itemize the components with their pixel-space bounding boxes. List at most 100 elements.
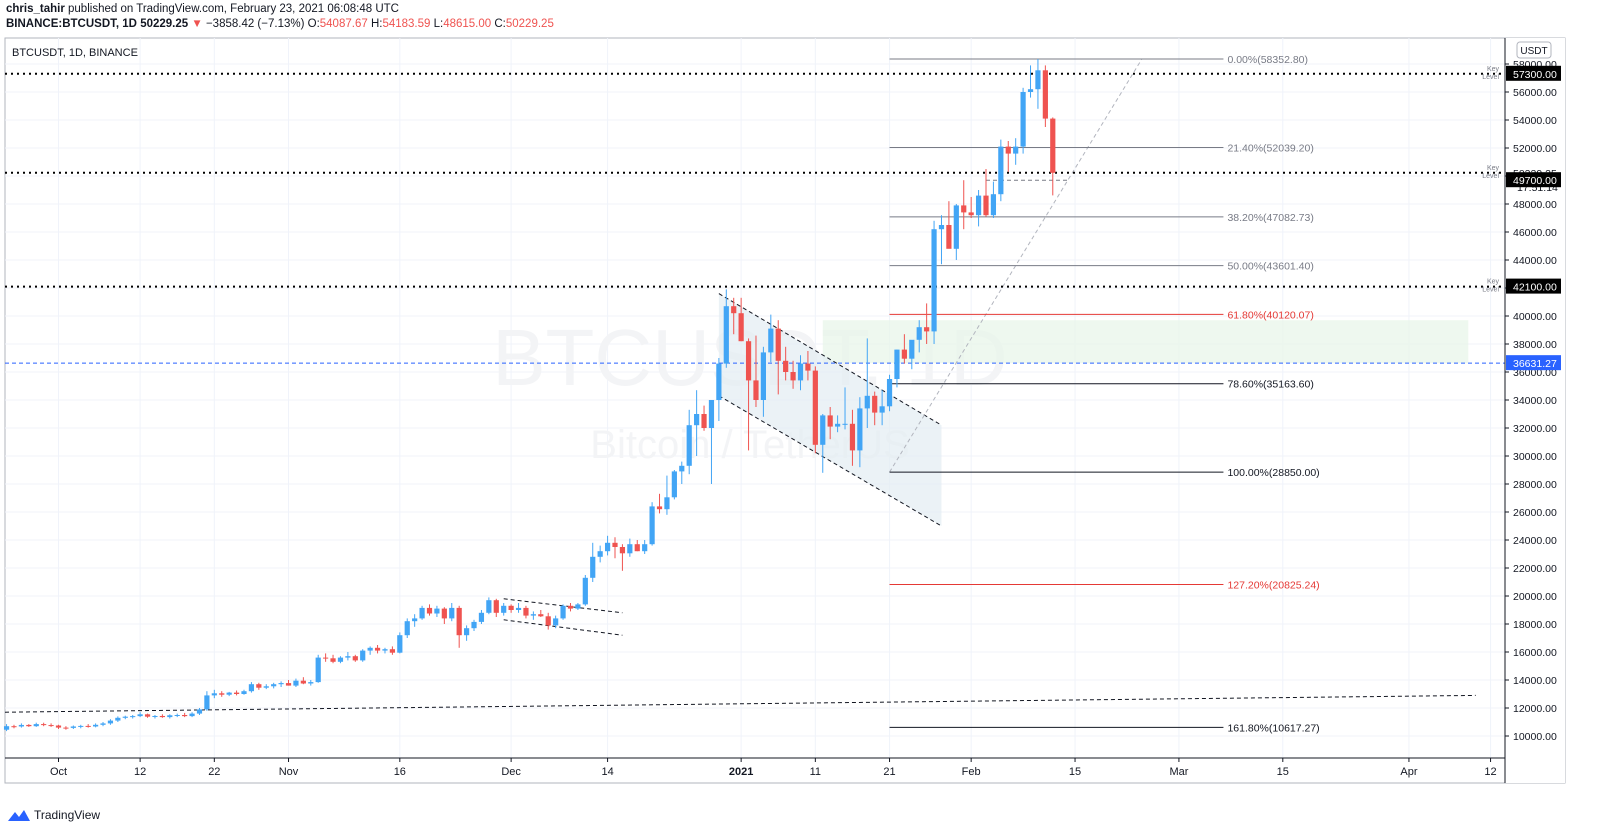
candle-up[interactable] [1013,146,1019,154]
candle-up[interactable] [471,621,477,629]
candle-down[interactable] [1042,70,1048,119]
candle-up[interactable] [553,618,559,626]
candle-up[interactable] [315,657,321,683]
candle-down[interactable] [1005,146,1011,154]
candle-up[interactable] [360,650,366,661]
candle-up[interactable] [486,600,492,613]
candle-up[interactable] [760,352,766,400]
candle-up[interactable] [515,607,522,610]
candle-down[interactable] [159,715,165,718]
candle-down[interactable] [441,608,447,619]
candle-down[interactable] [634,544,640,552]
candle-down[interactable] [790,372,796,381]
candle-down[interactable] [323,657,329,659]
candle-up[interactable] [679,465,685,472]
candle-down[interactable] [783,360,789,372]
candle-up[interactable] [649,506,655,545]
candle-down[interactable] [233,692,240,694]
candle-down[interactable] [805,363,811,371]
candle-up[interactable] [419,607,425,619]
candle-up[interactable] [998,146,1004,195]
candle-up[interactable] [18,724,24,727]
candle-down[interactable] [182,715,188,717]
candle-up[interactable] [590,556,596,578]
candle-up[interactable] [723,306,729,364]
candle-down[interactable] [456,607,462,636]
candle-down[interactable] [538,614,544,617]
candle-up[interactable] [708,400,715,428]
candle-up[interactable] [122,716,128,718]
candle-up[interactable] [857,408,863,451]
candle-up[interactable] [404,621,410,636]
candle-down[interactable] [389,649,395,653]
candle-up[interactable] [271,684,277,687]
candle-up[interactable] [167,715,173,718]
candle-down[interactable] [330,658,336,662]
candle-up[interactable] [909,339,915,359]
candle-down[interactable] [745,341,752,381]
candle-up[interactable] [975,195,982,216]
candle-down[interactable] [812,370,818,445]
candle-up[interactable] [241,691,247,694]
candle-up[interactable] [604,542,611,552]
candle-down[interactable] [731,306,737,314]
candle-down[interactable] [48,725,54,727]
candle-up[interactable] [152,715,158,717]
candle-down[interactable] [567,605,574,609]
candle-down[interactable] [946,225,952,249]
candle-up[interactable] [575,604,581,609]
candle-down[interactable] [352,656,358,661]
candle-down[interactable] [619,547,626,554]
candle-up[interactable] [664,497,670,510]
candle-up[interactable] [686,425,692,466]
candle-down[interactable] [11,726,17,728]
candle-down[interactable] [968,212,974,216]
candle-up[interactable] [1027,89,1034,92]
candle-down[interactable] [827,415,833,427]
candle-down[interactable] [849,423,856,451]
candle-down[interactable] [285,683,292,686]
candle-down[interactable] [374,647,381,651]
candle-down[interactable] [656,506,663,510]
candle-up[interactable] [1035,70,1041,90]
candle-up[interactable] [582,577,588,605]
candle-up[interactable] [501,605,507,613]
candle-down[interactable] [872,395,878,413]
price-axis[interactable] [1505,38,1565,783]
candle-up[interactable] [308,682,314,684]
candle-up[interactable] [174,715,180,716]
candle-down[interactable] [983,195,989,216]
candle-down[interactable] [738,313,744,342]
candle-down[interactable] [1050,118,1056,173]
candle-down[interactable] [300,680,306,684]
candle-up[interactable] [70,726,76,728]
candle-down[interactable] [961,205,967,213]
candle-up[interactable] [1020,92,1026,147]
candle-down[interactable] [924,327,930,332]
candle-up[interactable] [412,618,418,622]
candle-up[interactable] [204,695,210,710]
candle-up[interactable] [835,423,841,427]
candle-up[interactable] [842,423,848,425]
candle-up[interactable] [137,714,143,717]
candle-up[interactable] [33,724,39,727]
candle-down[interactable] [256,684,262,688]
candle-down[interactable] [41,724,47,726]
candle-down[interactable] [523,607,529,616]
candle-up[interactable] [78,725,84,727]
candle-up[interactable] [916,327,922,340]
candle-up[interactable] [990,194,997,216]
candle-up[interactable] [931,229,937,332]
candle-down[interactable] [144,714,151,717]
candle-down[interactable] [85,725,91,727]
candle-up[interactable] [768,328,774,353]
candle-down[interactable] [493,600,499,613]
candle-down[interactable] [508,605,514,610]
candle-up[interactable] [797,363,804,381]
currency-box[interactable] [1516,41,1552,59]
candle-up[interactable] [953,205,959,249]
candle-up[interactable] [864,395,870,409]
candle-up[interactable] [367,647,373,651]
candle-up[interactable] [597,551,603,557]
